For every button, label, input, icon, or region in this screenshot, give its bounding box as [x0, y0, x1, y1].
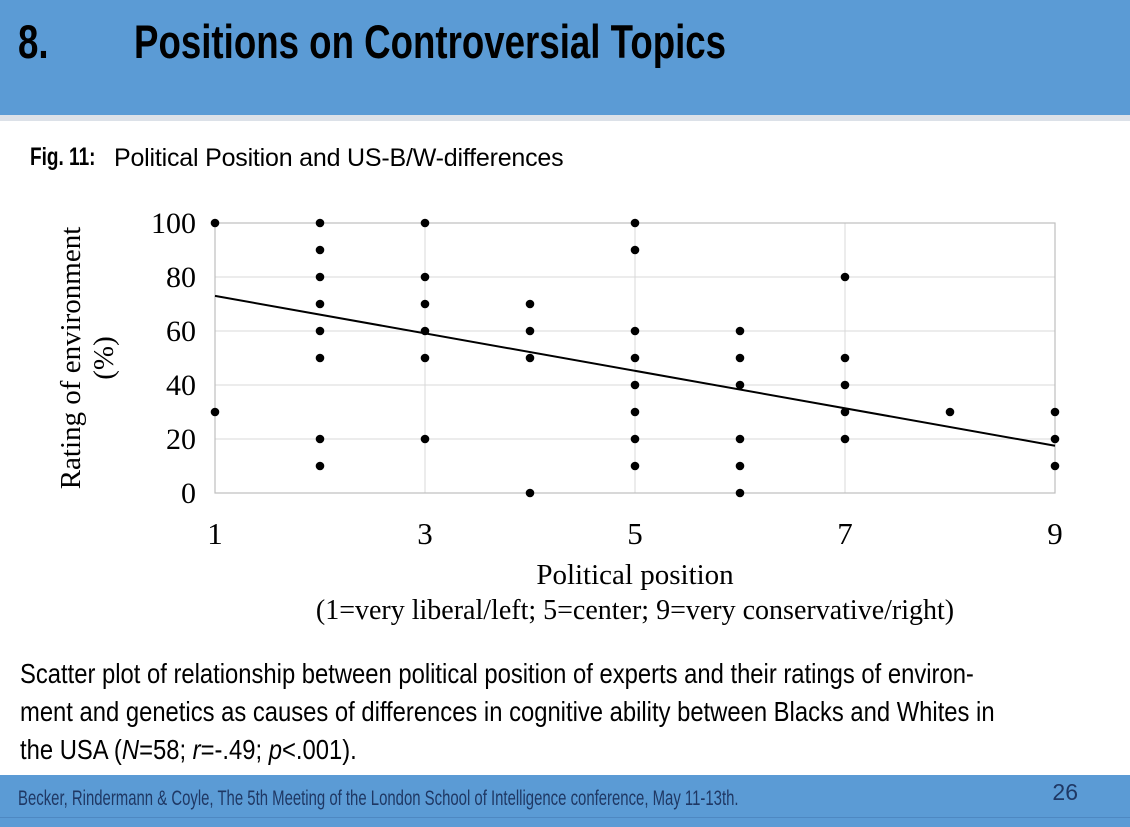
data-point [630, 245, 640, 255]
slide-header: 8. Positions on Controversial Topics [0, 0, 1130, 121]
data-point [315, 245, 325, 255]
data-point [735, 380, 745, 390]
figure-title: Political Position and US-B/W-difference… [114, 144, 564, 172]
slide-footer: Becker, Rindermann & Coyle, The 5th Meet… [0, 775, 1130, 827]
x-tick-label: 5 [627, 516, 643, 551]
data-point [525, 299, 535, 309]
y-axis-title-line1: Rating of environment [55, 227, 87, 490]
page-number: 26 [1052, 779, 1078, 805]
x-tick-label: 7 [837, 516, 853, 551]
data-point [315, 326, 325, 336]
x-tick-label: 1 [207, 516, 223, 551]
y-tick-label: 0 [181, 477, 196, 510]
data-point [840, 380, 850, 390]
scatter-chart: 0 20 40 60 80 100 1 3 5 7 9 Rating of environment (%… [55, 207, 1063, 626]
stat-n: N [121, 734, 140, 765]
data-point [1050, 407, 1060, 417]
data-point [525, 326, 535, 336]
data-point [840, 272, 850, 282]
data-point [630, 434, 640, 444]
data-point [630, 407, 640, 417]
x-axis-title: Political position [536, 559, 734, 591]
x-tick-label: 3 [417, 516, 433, 551]
data-point [735, 434, 745, 444]
data-point [1050, 434, 1060, 444]
x-tick-label: 9 [1047, 516, 1063, 551]
caption-line-2: ment and genetics as causes of differenc… [20, 696, 995, 727]
y-tick-label: 80 [166, 261, 196, 294]
data-point [630, 218, 640, 228]
data-point [315, 461, 325, 471]
data-point [210, 218, 220, 228]
caption-line-3: the USA (N=58; r=-.49; p<.001). [20, 734, 357, 765]
y-tick-label: 20 [166, 423, 196, 456]
trend-line [214, 294, 1056, 447]
y-tick-label: 100 [151, 207, 196, 240]
data-point [840, 407, 850, 417]
y-tick-label: 60 [166, 315, 196, 348]
data-point [420, 272, 430, 282]
data-point [525, 353, 535, 363]
data-point [315, 272, 325, 282]
data-point [315, 299, 325, 309]
page-title: Positions on Controversial Topics [134, 15, 727, 68]
citation-text: Becker, Rindermann & Coyle, The 5th Meet… [18, 787, 739, 810]
data-point [525, 488, 535, 498]
data-point [840, 353, 850, 363]
data-point [420, 353, 430, 363]
data-point [735, 353, 745, 363]
section-number: 8. [18, 15, 49, 68]
data-point [210, 407, 220, 417]
data-point [420, 434, 430, 444]
x-axis-note: (1=very liberal/left; 5=center; 9=very c… [316, 595, 954, 626]
data-point [420, 299, 430, 309]
data-point [315, 218, 325, 228]
data-point [735, 326, 745, 336]
data-point [945, 407, 955, 417]
data-point [735, 488, 745, 498]
data-point [735, 461, 745, 471]
stat-p: p [268, 734, 282, 765]
y-tick-label: 40 [166, 369, 196, 402]
data-point [315, 353, 325, 363]
data-point [420, 218, 430, 228]
data-point [840, 434, 850, 444]
data-point [630, 380, 640, 390]
data-point [630, 461, 640, 471]
data-point [315, 434, 325, 444]
data-point [1050, 461, 1060, 471]
caption-line-1: Scatter plot of relationship between pol… [20, 658, 974, 689]
data-point [630, 353, 640, 363]
figure-label: Fig. 11: [30, 143, 96, 171]
stat-r: r [192, 734, 201, 765]
data-point [630, 326, 640, 336]
figure-description: Scatter plot of relationship between pol… [20, 655, 995, 769]
y-axis-title-line2: (%) [88, 336, 120, 379]
